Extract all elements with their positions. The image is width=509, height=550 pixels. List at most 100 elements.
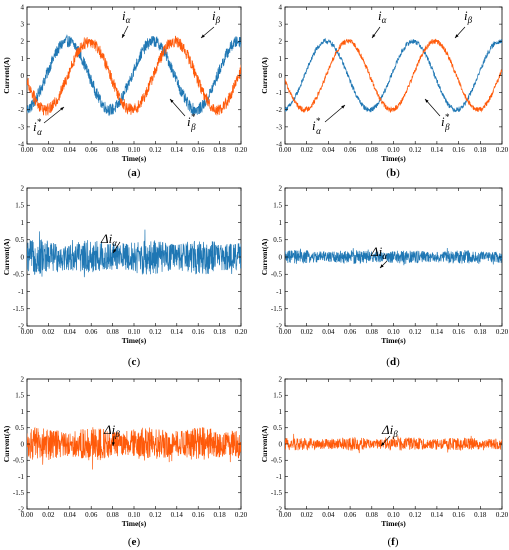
- x-tick-label: 0.08: [366, 328, 379, 336]
- annotation-label: i* α: [312, 116, 321, 136]
- x-tick-label: 0.12: [149, 511, 162, 519]
- y-axis-label: Current(A): [2, 57, 11, 94]
- x-tick-label: 0.10: [128, 146, 141, 154]
- x-axis-label: Time(s): [381, 154, 406, 163]
- y-tick-label: -2: [276, 505, 282, 513]
- x-tick-label: 0.04: [322, 146, 335, 154]
- annotation-label: iβ: [464, 8, 473, 25]
- series-line-1: [27, 426, 241, 470]
- x-tick-label: 0.10: [128, 328, 141, 336]
- x-tick-label: 0.04: [322, 328, 335, 336]
- x-tick-label: 0.16: [452, 328, 465, 336]
- y-tick-label: -0.5: [13, 457, 25, 465]
- annotation-arrowhead: [455, 34, 459, 38]
- chart-panel-f: 0.00 0.02 0.04 0.06 0.08 0.10 0.12 0.14 0.16 0.18…: [260, 375, 509, 548]
- y-tick-label: 4: [279, 3, 283, 11]
- x-tick-label: 0.12: [409, 328, 422, 336]
- x-tick-label: 0.00: [279, 146, 292, 154]
- x-tick-label: 0.00: [21, 328, 34, 336]
- annotation-arrowhead: [60, 107, 64, 111]
- y-tick-label: -1.5: [271, 305, 283, 313]
- y-tick-label: 0: [279, 253, 283, 261]
- y-tick-label: -0.5: [13, 271, 25, 279]
- x-tick-label: 0.00: [279, 511, 292, 519]
- y-tick-label: 4: [21, 3, 25, 11]
- panel-label: (a): [128, 167, 141, 179]
- x-tick-label: 0.06: [344, 146, 357, 154]
- y-axis-label: Current(A): [260, 425, 269, 462]
- x-tick-label: 0.12: [409, 146, 422, 154]
- y-tick-label: 1.5: [15, 392, 24, 400]
- annotation-arrow: [169, 98, 186, 117]
- y-tick-label: -1: [18, 288, 24, 296]
- annotation-arrowhead: [425, 99, 429, 103]
- x-tick-label: 0.00: [279, 328, 292, 336]
- y-tick-label: -2: [276, 322, 282, 330]
- x-tick-label: 0.08: [106, 146, 119, 154]
- y-tick-label: -4: [18, 140, 24, 148]
- x-tick-label: 0.02: [301, 511, 314, 519]
- y-tick-label: -1.5: [13, 489, 25, 497]
- annotation-label: Δiα: [100, 231, 117, 248]
- x-tick-label: 0.08: [106, 511, 119, 519]
- x-tick-label: 0.04: [322, 511, 335, 519]
- x-tick-label: 0.06: [85, 511, 98, 519]
- x-tick-label: 0.20: [235, 511, 248, 519]
- annotation-label: iα: [122, 8, 131, 25]
- y-tick-label: 0: [279, 72, 283, 80]
- x-tick-label: 0.14: [171, 328, 184, 336]
- series-line-1: [285, 37, 502, 113]
- y-tick-label: -2: [276, 106, 282, 114]
- annotation-label: Δiα: [370, 244, 387, 261]
- y-tick-label: -1: [18, 473, 24, 481]
- y-tick-label: 2: [279, 184, 283, 192]
- x-tick-label: 0.06: [85, 328, 98, 336]
- plot-frame: [26, 6, 242, 145]
- annotation-arrow: [43, 106, 65, 124]
- y-tick-label: 3: [279, 21, 283, 29]
- series-line-2: [27, 35, 241, 116]
- chart-panel-d: 0.00 0.02 0.04 0.06 0.08 0.10 0.12 0.14 0.16 0.18…: [260, 184, 509, 368]
- y-tick-label: 1.5: [15, 202, 24, 210]
- x-axis-label: Time(s): [381, 519, 406, 528]
- y-tick-label: 2: [21, 38, 25, 46]
- y-tick-label: 1.5: [273, 202, 282, 210]
- x-tick-label: 0.18: [213, 511, 226, 519]
- x-tick-label: 0.02: [42, 511, 55, 519]
- plot-frame: [284, 6, 503, 145]
- x-tick-label: 0.04: [64, 146, 77, 154]
- y-tick-label: 2: [21, 184, 25, 192]
- x-tick-label: 0.16: [192, 146, 205, 154]
- x-tick-label: 0.12: [409, 511, 422, 519]
- x-tick-label: 0.12: [149, 146, 162, 154]
- x-axis-label: Time(s): [381, 336, 406, 345]
- y-tick-label: -1: [18, 89, 24, 97]
- y-tick-label: -2: [18, 106, 24, 114]
- y-tick-label: -1.5: [13, 305, 25, 313]
- x-tick-label: 0.18: [213, 328, 226, 336]
- y-tick-label: -3: [276, 123, 282, 131]
- y-tick-label: 0: [21, 440, 25, 448]
- x-tick-label: 0.10: [387, 328, 400, 336]
- series-line-1: [285, 247, 502, 266]
- annotation-arrowhead: [111, 442, 115, 446]
- series-line-1: [285, 433, 502, 454]
- annotation-arrowhead: [201, 34, 205, 38]
- x-tick-label: 0.06: [344, 511, 357, 519]
- y-tick-label: -1: [276, 89, 282, 97]
- x-tick-label: 0.18: [474, 328, 487, 336]
- series-line-1: [27, 34, 241, 117]
- x-tick-label: 0.00: [21, 511, 34, 519]
- y-tick-label: -4: [276, 140, 282, 148]
- annotation-arrowhead: [381, 442, 385, 446]
- x-axis-label: Time(s): [122, 519, 147, 528]
- annotation-arrowhead: [341, 105, 345, 109]
- x-tick-label: 0.08: [106, 328, 119, 336]
- panel-label: (c): [128, 356, 141, 368]
- panel-label: (b): [386, 167, 400, 179]
- y-tick-label: 1: [21, 408, 25, 416]
- y-tick-label: 2: [279, 38, 283, 46]
- y-tick-label: -3: [18, 123, 24, 131]
- x-tick-label: 0.20: [235, 146, 248, 154]
